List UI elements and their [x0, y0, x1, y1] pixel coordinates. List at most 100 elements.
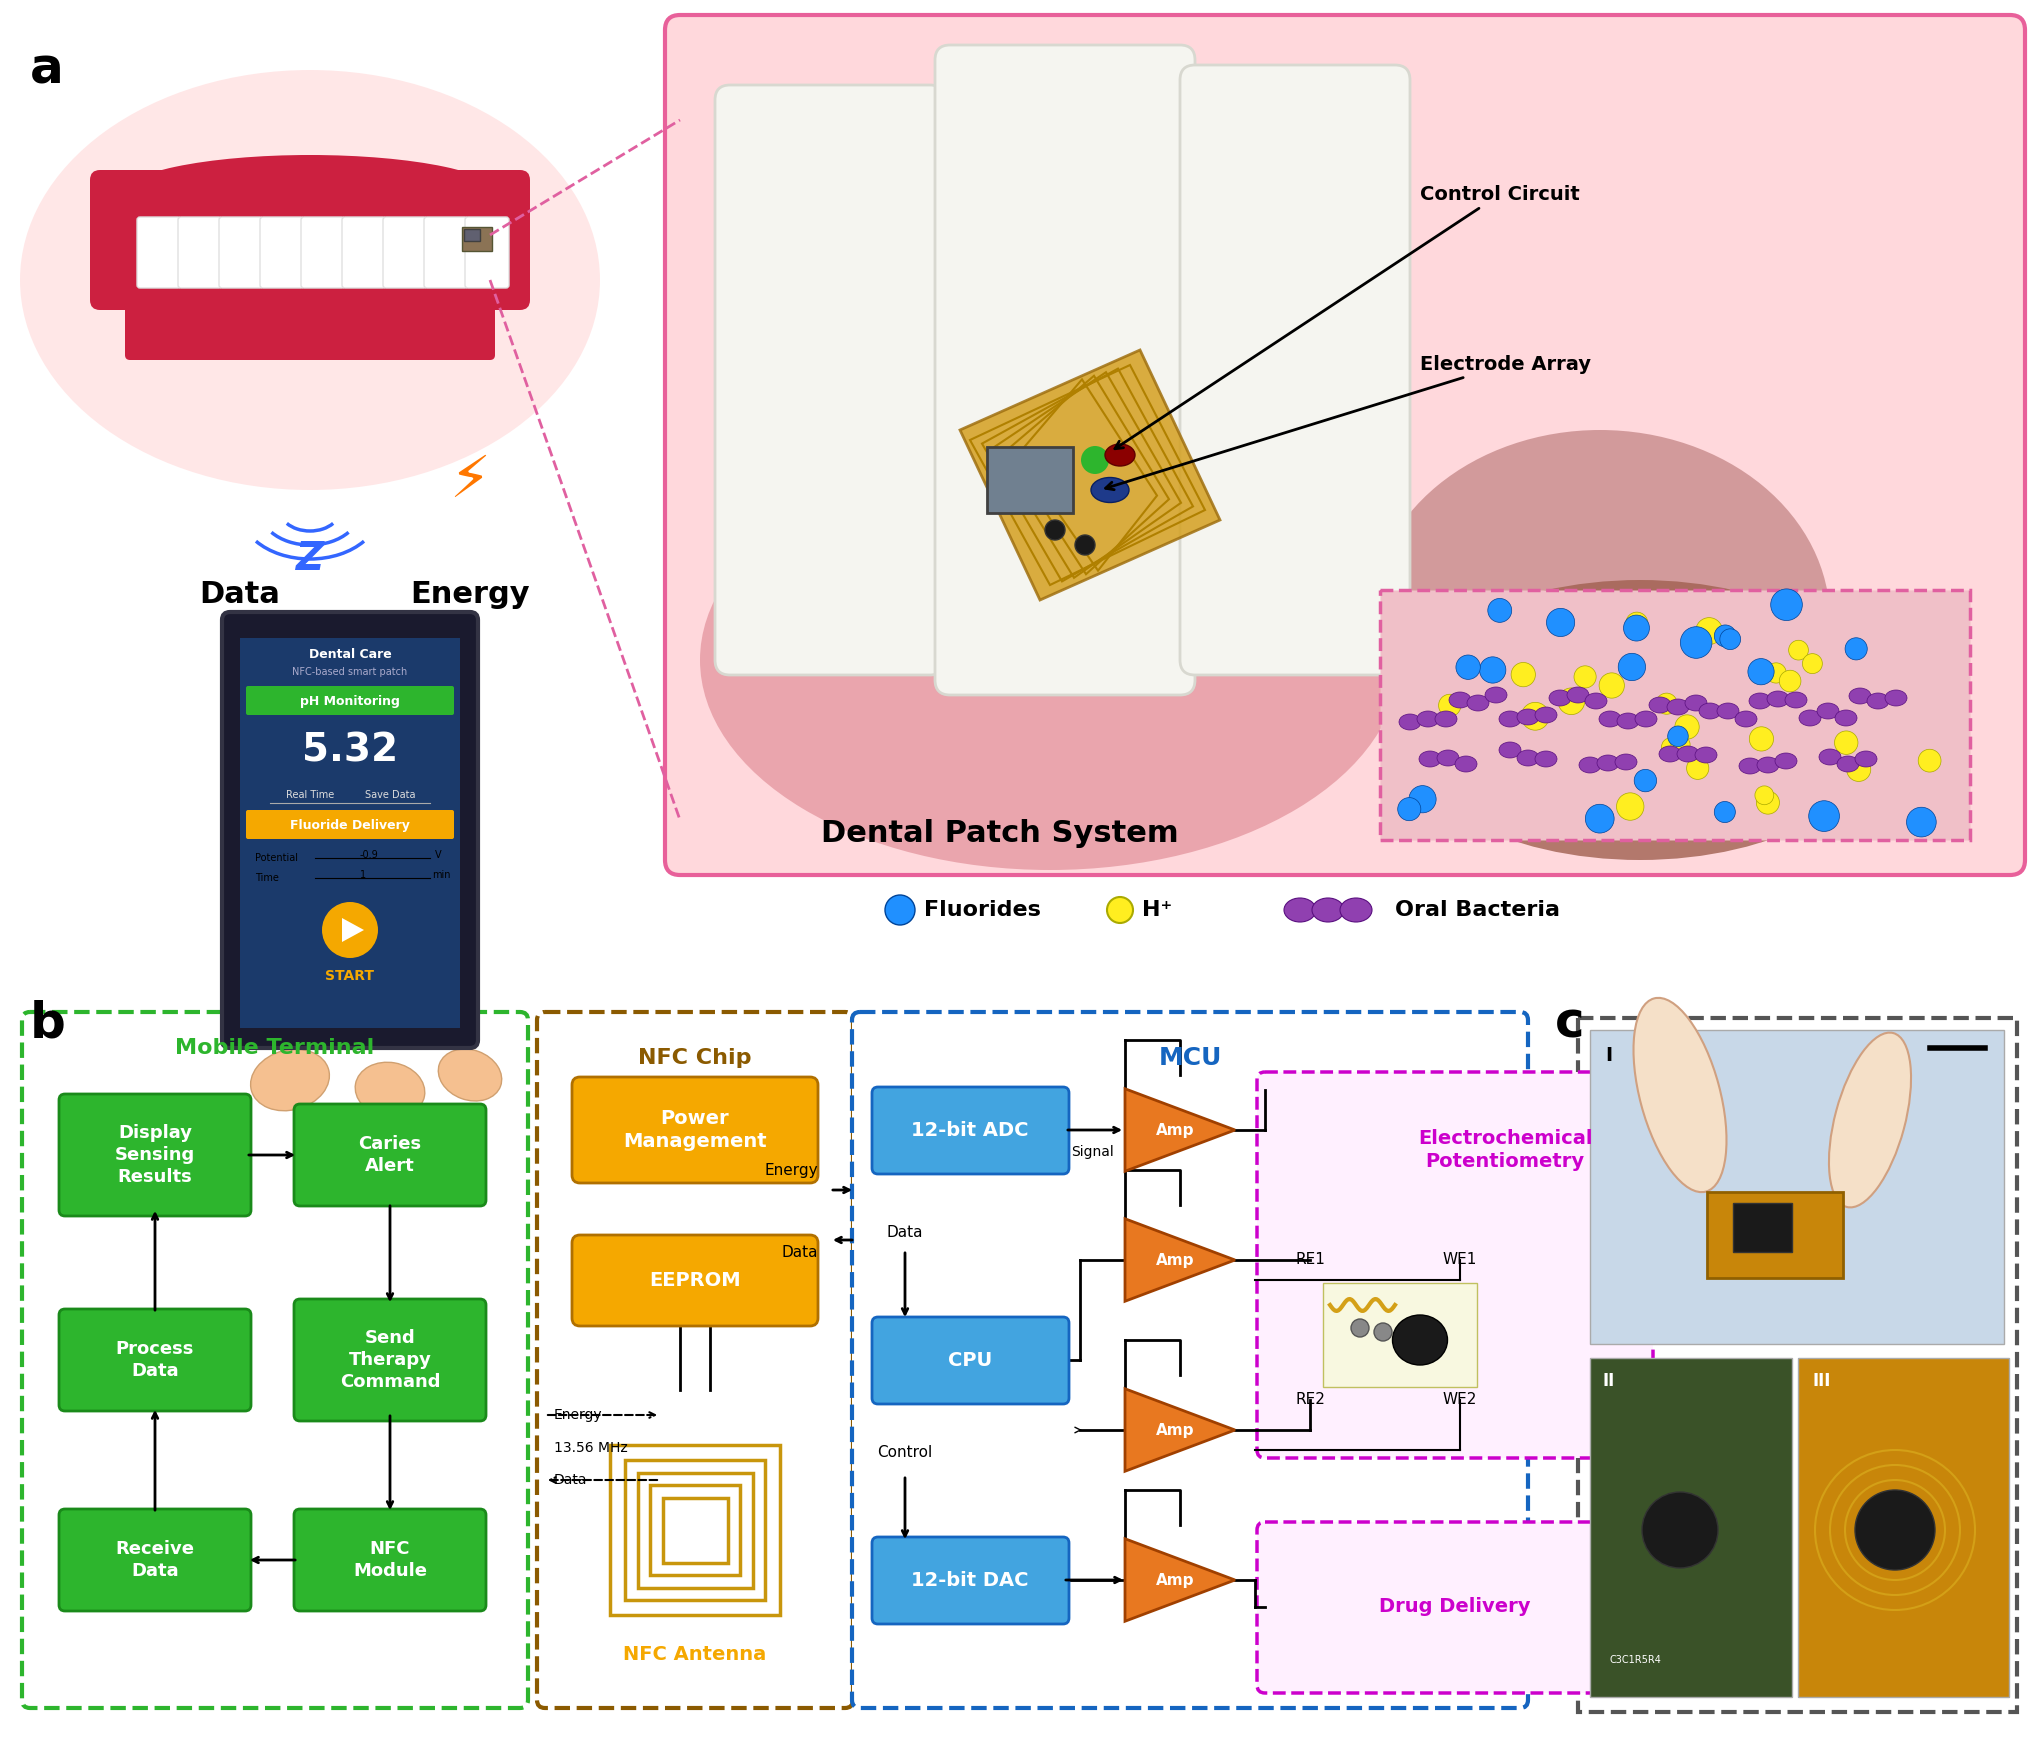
FancyBboxPatch shape: [872, 1316, 1069, 1403]
Ellipse shape: [1849, 688, 1872, 703]
Ellipse shape: [120, 155, 500, 235]
Text: I: I: [1604, 1046, 1612, 1065]
Text: WE1: WE1: [1443, 1252, 1478, 1267]
Ellipse shape: [1390, 580, 1890, 860]
Ellipse shape: [1498, 710, 1521, 728]
Text: 5.32: 5.32: [302, 731, 398, 770]
Circle shape: [1374, 1323, 1392, 1341]
Circle shape: [1696, 618, 1723, 644]
FancyBboxPatch shape: [247, 810, 453, 839]
Ellipse shape: [1535, 750, 1557, 768]
FancyBboxPatch shape: [1180, 64, 1410, 676]
FancyBboxPatch shape: [300, 218, 345, 287]
Ellipse shape: [1449, 691, 1472, 709]
FancyBboxPatch shape: [241, 637, 459, 1027]
Ellipse shape: [1659, 745, 1682, 763]
FancyBboxPatch shape: [329, 623, 371, 639]
Text: Time: Time: [255, 872, 280, 883]
FancyBboxPatch shape: [59, 1509, 251, 1610]
Text: Potential: Potential: [255, 853, 298, 864]
Circle shape: [1627, 613, 1647, 634]
Text: Amp: Amp: [1155, 1422, 1194, 1438]
FancyBboxPatch shape: [639, 1473, 753, 1588]
Ellipse shape: [1498, 742, 1521, 757]
Circle shape: [1749, 726, 1774, 750]
Ellipse shape: [1312, 898, 1345, 923]
Text: Electrochemical
Potentiometry: Electrochemical Potentiometry: [1418, 1128, 1592, 1172]
Text: MCU: MCU: [1159, 1046, 1223, 1071]
Ellipse shape: [1596, 756, 1619, 771]
Polygon shape: [1125, 1219, 1235, 1301]
FancyBboxPatch shape: [935, 45, 1194, 695]
FancyBboxPatch shape: [1380, 590, 1970, 839]
Circle shape: [1616, 792, 1643, 820]
Circle shape: [1408, 785, 1437, 813]
Text: Receive
Data: Receive Data: [116, 1539, 194, 1581]
FancyBboxPatch shape: [247, 686, 453, 716]
Ellipse shape: [1616, 714, 1639, 729]
Ellipse shape: [1635, 710, 1657, 728]
Ellipse shape: [439, 1050, 502, 1100]
Ellipse shape: [355, 1062, 425, 1118]
Ellipse shape: [20, 70, 600, 489]
Text: Fluoride Delivery: Fluoride Delivery: [290, 818, 410, 832]
Circle shape: [1680, 627, 1712, 658]
Circle shape: [1480, 656, 1506, 682]
Ellipse shape: [1786, 691, 1806, 709]
Ellipse shape: [1686, 695, 1706, 710]
Ellipse shape: [1092, 477, 1129, 503]
FancyBboxPatch shape: [137, 218, 182, 287]
Text: RE1: RE1: [1296, 1252, 1325, 1267]
Text: NFC
Module: NFC Module: [353, 1539, 427, 1581]
Ellipse shape: [1437, 750, 1459, 766]
Text: Oral Bacteria: Oral Bacteria: [1394, 900, 1559, 919]
FancyBboxPatch shape: [1706, 1193, 1843, 1278]
Circle shape: [1586, 804, 1614, 832]
Text: Data: Data: [200, 580, 280, 609]
Circle shape: [1623, 615, 1649, 641]
Text: Power
Management: Power Management: [623, 1109, 767, 1151]
Ellipse shape: [1649, 696, 1672, 714]
FancyBboxPatch shape: [218, 218, 263, 287]
Circle shape: [1635, 770, 1657, 792]
Text: min: min: [433, 870, 451, 879]
FancyBboxPatch shape: [649, 1485, 741, 1576]
Circle shape: [1721, 629, 1741, 649]
Circle shape: [1772, 588, 1802, 620]
Text: EEPROM: EEPROM: [649, 1271, 741, 1290]
Text: Energy: Energy: [765, 1163, 818, 1179]
Circle shape: [1919, 749, 1941, 771]
Ellipse shape: [1768, 691, 1790, 707]
Circle shape: [1510, 663, 1535, 686]
Circle shape: [1455, 655, 1480, 679]
FancyBboxPatch shape: [463, 230, 480, 240]
Text: CPU: CPU: [947, 1351, 992, 1370]
Circle shape: [1802, 653, 1823, 674]
Ellipse shape: [1486, 688, 1506, 703]
Ellipse shape: [1435, 710, 1457, 728]
Ellipse shape: [1798, 710, 1821, 726]
Ellipse shape: [1535, 707, 1557, 723]
Circle shape: [1808, 801, 1839, 832]
Text: 12-bit ADC: 12-bit ADC: [910, 1121, 1029, 1140]
Ellipse shape: [1549, 689, 1572, 707]
Text: RE2: RE2: [1296, 1393, 1325, 1407]
FancyBboxPatch shape: [872, 1537, 1069, 1624]
Ellipse shape: [1598, 710, 1621, 728]
FancyBboxPatch shape: [851, 1012, 1529, 1708]
Text: V: V: [435, 850, 441, 860]
FancyBboxPatch shape: [663, 1497, 729, 1563]
Circle shape: [1788, 641, 1808, 660]
Circle shape: [1076, 534, 1096, 555]
Text: ⚡: ⚡: [449, 451, 490, 508]
Circle shape: [1488, 599, 1512, 622]
Ellipse shape: [1614, 754, 1637, 770]
Text: Z: Z: [296, 540, 325, 578]
FancyBboxPatch shape: [125, 291, 496, 360]
Ellipse shape: [1667, 698, 1690, 716]
Text: Energy: Energy: [553, 1408, 602, 1422]
FancyBboxPatch shape: [610, 1445, 780, 1616]
Circle shape: [1847, 757, 1872, 782]
FancyBboxPatch shape: [22, 1012, 529, 1708]
Circle shape: [1351, 1320, 1370, 1337]
